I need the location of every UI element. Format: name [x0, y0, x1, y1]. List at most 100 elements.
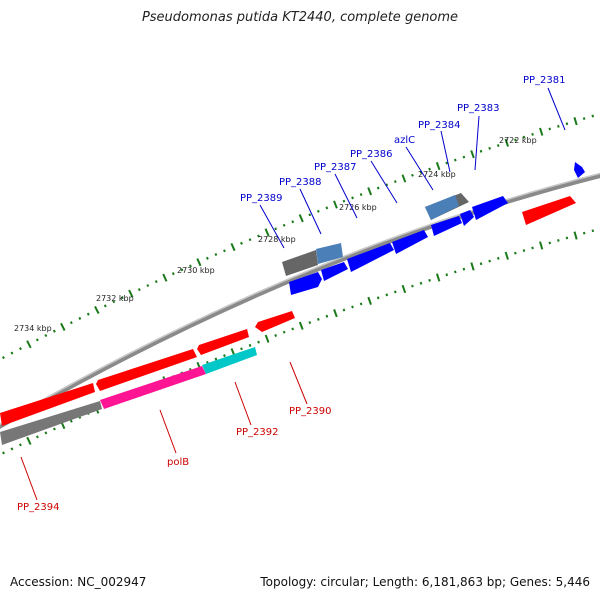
gene-arrow-blue-3	[347, 243, 394, 272]
gene-label-reverse: PP_2392	[236, 427, 279, 438]
minor-tick	[171, 272, 175, 276]
major-tick	[435, 161, 441, 171]
minor-tick	[120, 296, 124, 300]
gene-label-forward: PP_2381	[523, 75, 566, 86]
genome-summary: Topology: circular; Length: 6,181,863 bp…	[260, 575, 590, 589]
minor-tick	[44, 431, 48, 435]
minor-tick	[69, 321, 73, 325]
major-tick	[401, 284, 407, 294]
minor-tick	[376, 186, 380, 190]
scale-label: 2726 kbp	[339, 203, 377, 212]
minor-tick	[274, 334, 278, 337]
gene-arrow-red-4	[255, 311, 295, 332]
major-tick	[504, 251, 509, 260]
minor-tick	[488, 146, 491, 150]
reverse-leader-lines	[20, 361, 308, 501]
minor-tick	[112, 300, 116, 304]
gene-label-forward: PP_2384	[418, 120, 461, 131]
inner-tick-track	[2, 229, 595, 455]
major-tick	[470, 150, 475, 159]
minor-tick	[385, 183, 389, 187]
minor-tick	[308, 213, 312, 217]
minor-tick	[453, 270, 457, 274]
minor-tick	[496, 256, 500, 260]
major-tick	[230, 242, 236, 252]
gene-label-forward: PP_2386	[350, 149, 393, 160]
minor-tick	[514, 138, 517, 142]
minor-tick	[582, 117, 586, 120]
scale-label: 2724 kbp	[418, 170, 456, 179]
minor-tick	[557, 124, 560, 128]
gene-label-forward: PP_2383	[457, 103, 500, 114]
minor-tick	[86, 312, 90, 316]
minor-tick	[35, 338, 39, 342]
minor-tick	[522, 249, 526, 252]
minor-tick	[282, 330, 286, 334]
gene-arrow-shaded	[316, 243, 343, 264]
scale-label: 2732 kbp	[96, 294, 134, 303]
minor-tick	[316, 209, 320, 213]
minor-tick	[78, 316, 82, 320]
major-tick	[26, 436, 32, 445]
minor-tick	[205, 256, 209, 260]
minor-tick	[240, 241, 243, 245]
gene-arrow-cyan	[202, 347, 257, 374]
minor-tick	[35, 435, 39, 439]
minor-tick	[582, 231, 586, 235]
minor-tick	[411, 284, 414, 288]
minor-tick	[188, 264, 192, 268]
gene-label-reverse: PP_2394	[17, 502, 60, 513]
minor-tick	[291, 220, 295, 224]
accession-label: Accession: NC_002947	[10, 575, 147, 589]
major-tick	[264, 334, 270, 343]
minor-tick	[240, 347, 243, 351]
minor-tick	[291, 327, 295, 331]
gene-label-forward: PP_2388	[279, 177, 322, 188]
minor-tick	[248, 238, 252, 242]
minor-tick	[342, 199, 346, 203]
minor-tick	[257, 234, 260, 238]
minor-tick	[282, 223, 286, 227]
major-tick	[539, 241, 544, 250]
minor-tick	[548, 241, 552, 245]
minor-tick	[223, 249, 226, 253]
gene-arrow-blue-5	[431, 216, 462, 236]
minor-tick	[69, 419, 73, 423]
gene-arrow-shaded-azlc	[425, 195, 459, 220]
major-tick	[401, 174, 407, 183]
gene-arrow-blue-2	[321, 262, 348, 281]
minor-tick	[531, 132, 534, 136]
minor-tick	[223, 354, 226, 358]
minor-tick	[445, 273, 449, 277]
gene-arrow-red-1	[0, 383, 95, 426]
major-tick	[367, 296, 372, 305]
minor-tick	[154, 280, 158, 284]
genome-title: Pseudomonas putida KT2440, complete geno…	[141, 10, 459, 25]
minor-tick	[308, 321, 312, 325]
minor-tick	[19, 347, 22, 351]
minor-tick	[44, 333, 48, 338]
minor-tick	[453, 158, 457, 162]
gene-arrow-blue-7	[472, 196, 508, 220]
forward-leader-lines	[259, 87, 566, 249]
minor-tick	[351, 196, 354, 200]
gene-label-forward: PP_2387	[314, 162, 357, 173]
reverse-strand-features	[0, 196, 576, 445]
minor-tick	[214, 252, 218, 257]
gene-label-reverse: polB	[167, 457, 189, 468]
minor-tick	[359, 302, 363, 306]
minor-tick	[565, 236, 569, 240]
minor-tick	[325, 206, 329, 210]
scale-label: 2722 kbp	[499, 136, 537, 145]
minor-tick	[462, 267, 466, 271]
gene-arrow-blue-pp2381	[574, 162, 585, 178]
minor-tick	[548, 127, 552, 131]
minor-tick	[411, 173, 414, 177]
gene-arrow-magenta-polb	[100, 366, 206, 409]
minor-tick	[514, 251, 517, 255]
major-tick	[573, 231, 578, 240]
gene-arrow-red-3	[197, 329, 249, 355]
minor-tick	[462, 155, 466, 159]
minor-tick	[591, 114, 595, 118]
